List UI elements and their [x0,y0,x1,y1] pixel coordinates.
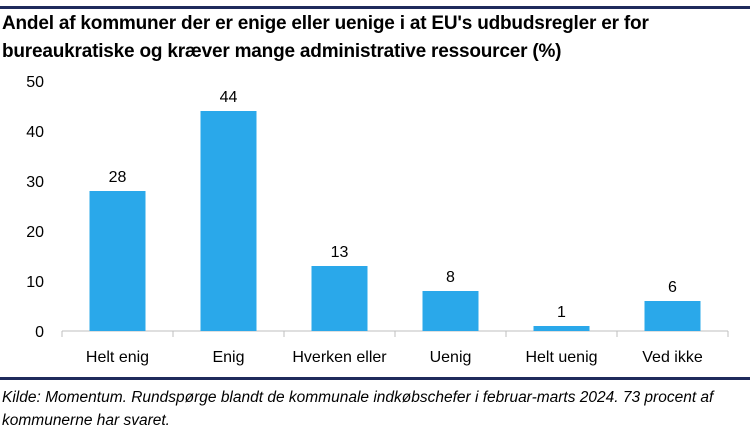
bar-helt-uenig [533,326,590,331]
y-tick-label: 20 [26,224,44,241]
bar-uenig [422,291,479,331]
top-rule [0,6,750,9]
y-tick-label: 0 [35,324,44,341]
bottom-rule [0,377,750,380]
source-footnote: Kilde: Momentum. Rundspørge blandt de ko… [2,389,714,429]
y-tick-label: 50 [26,74,44,91]
bar-hverken-eller [311,266,368,331]
bar-enig [200,111,257,331]
y-tick-label: 10 [26,274,44,291]
x-tick-label: Ved ikke [642,349,703,366]
x-tick-label: Uenig [430,349,472,366]
bar-helt-enig [89,191,146,331]
data-label: 1 [557,304,566,321]
x-tick-label: Helt enig [86,349,149,366]
y-tick-label: 30 [26,174,44,191]
chart-title: Andel af kommuner der er enige eller uen… [2,13,649,62]
data-label: 6 [668,279,677,296]
x-tick-label: Helt uenig [525,349,597,366]
x-tick-label: Hverken eller [292,349,387,366]
data-label: 44 [220,89,238,106]
x-tick-label: Enig [212,349,244,366]
data-label: 13 [331,244,349,261]
data-label: 8 [446,269,455,286]
data-label: 28 [109,169,127,186]
bar-ved-ikke [644,301,701,331]
bar-chart: 0 10 20 30 40 50 28 Helt enig 44 Enig 13 Hverken el… [26,74,729,366]
y-tick-label: 40 [26,124,44,141]
